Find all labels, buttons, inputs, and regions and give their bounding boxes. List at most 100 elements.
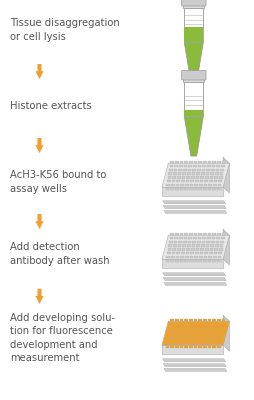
Bar [166, 338, 170, 340]
FancyBboxPatch shape [181, 70, 205, 80]
Bar [179, 260, 183, 262]
FancyArrow shape [35, 138, 43, 153]
Bar [189, 342, 193, 344]
Bar [183, 8, 203, 42]
Bar [199, 338, 202, 340]
Bar [219, 327, 223, 329]
Bar [170, 233, 173, 236]
Bar [198, 256, 202, 258]
Bar [211, 165, 214, 167]
Bar [179, 233, 183, 236]
Bar [174, 319, 178, 322]
Bar [216, 233, 220, 236]
Bar [217, 252, 221, 254]
Polygon shape [222, 229, 229, 265]
Bar [186, 334, 189, 336]
Bar [169, 165, 172, 167]
Bar [208, 180, 212, 182]
Bar [187, 327, 190, 329]
Bar [183, 79, 203, 82]
Bar [205, 330, 209, 333]
Bar [205, 169, 209, 171]
Bar [204, 334, 208, 336]
Bar [196, 330, 199, 333]
Bar [203, 184, 207, 186]
Bar [174, 260, 178, 262]
Bar [215, 169, 218, 171]
Bar [195, 334, 199, 336]
Bar [193, 188, 197, 190]
Bar [182, 327, 186, 329]
Bar [209, 176, 213, 178]
Bar [180, 180, 184, 182]
Polygon shape [161, 321, 229, 345]
Polygon shape [161, 259, 222, 268]
Bar [167, 334, 171, 336]
Bar [193, 346, 197, 348]
Bar [212, 319, 215, 322]
Polygon shape [161, 235, 229, 259]
Bar [187, 241, 190, 243]
Bar [192, 327, 195, 329]
Bar [170, 346, 173, 348]
Bar [210, 169, 214, 171]
Bar [178, 165, 182, 167]
Bar [177, 330, 181, 333]
Bar [200, 330, 204, 333]
Bar [183, 5, 203, 8]
Bar [215, 165, 219, 167]
Bar [172, 330, 176, 333]
Bar [170, 260, 173, 262]
Bar [187, 237, 191, 239]
Bar [196, 244, 199, 247]
Bar [208, 338, 212, 340]
Bar [170, 319, 173, 322]
Bar [183, 323, 186, 325]
Bar [216, 260, 220, 262]
Bar [188, 161, 192, 164]
Bar [207, 188, 211, 190]
Bar [186, 244, 190, 247]
Bar [177, 244, 181, 247]
Bar [186, 172, 190, 175]
Bar [176, 338, 179, 340]
Bar [172, 244, 176, 247]
Bar [199, 180, 202, 182]
Polygon shape [162, 273, 225, 276]
Bar [187, 165, 191, 167]
Bar [202, 161, 206, 164]
Bar [208, 342, 211, 344]
Bar [207, 233, 211, 236]
Bar [171, 252, 174, 254]
Bar [221, 161, 225, 164]
Bar [166, 252, 170, 254]
Bar [211, 323, 214, 325]
Bar [178, 323, 182, 325]
Bar [190, 176, 194, 178]
Bar [178, 241, 181, 243]
Bar [198, 161, 201, 164]
Bar [213, 338, 216, 340]
Bar [188, 188, 192, 190]
Polygon shape [163, 210, 226, 213]
Bar [174, 161, 178, 164]
Bar [212, 188, 215, 190]
Polygon shape [163, 364, 226, 366]
Bar [210, 241, 214, 243]
Bar [175, 342, 179, 344]
Polygon shape [222, 157, 229, 193]
Bar [204, 176, 208, 178]
Bar [165, 188, 169, 190]
Bar [174, 188, 178, 190]
Bar [189, 338, 193, 340]
Bar [180, 342, 183, 344]
Bar [210, 327, 214, 329]
Bar [212, 233, 215, 236]
Bar [200, 334, 203, 336]
Bar [165, 260, 169, 262]
Bar [170, 161, 173, 164]
Bar [203, 180, 207, 182]
Bar [185, 338, 188, 340]
Bar [185, 252, 188, 254]
Bar [172, 334, 175, 336]
